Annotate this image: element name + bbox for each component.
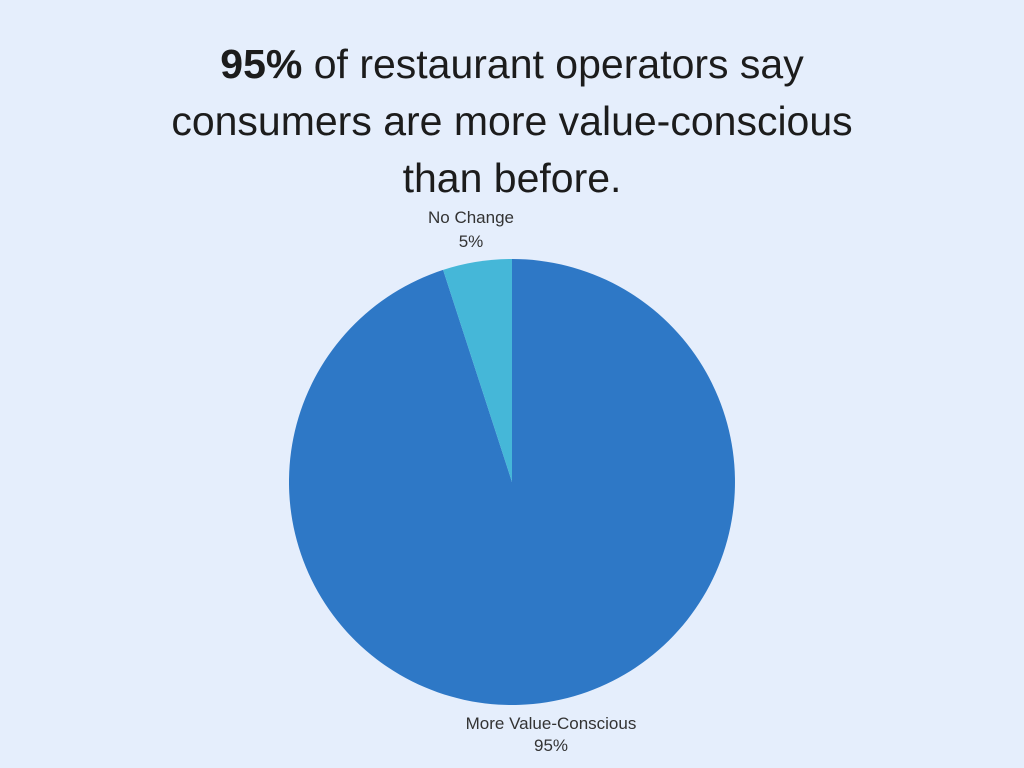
pie-chart	[289, 259, 735, 705]
pie-label-more-value-conscious-pct: 95%	[533, 736, 569, 755]
pie-label-no-change: No Change 5%	[428, 206, 514, 254]
pie-label-more-value-conscious: More Value-Conscious 95%	[466, 713, 637, 757]
title-bold-stat: 95%	[220, 41, 303, 87]
title-line-1: 95% of restaurant operators say	[0, 36, 1024, 93]
page-title: 95% of restaurant operators say consumer…	[0, 36, 1024, 207]
pie-svg	[289, 259, 735, 705]
pie-slice-no-change	[443, 259, 512, 482]
title-line-3: than before.	[402, 155, 622, 201]
title-line-2: consumers are more value-conscious	[171, 98, 853, 144]
pie-label-more-value-conscious-name: More Value-Conscious	[465, 714, 637, 733]
pie-label-no-change-pct: 5%	[458, 232, 484, 251]
pie-slice-more-value-conscious	[289, 259, 735, 705]
pie-label-no-change-name: No Change	[427, 208, 515, 227]
title-line-1-rest: of restaurant operators say	[302, 41, 804, 87]
